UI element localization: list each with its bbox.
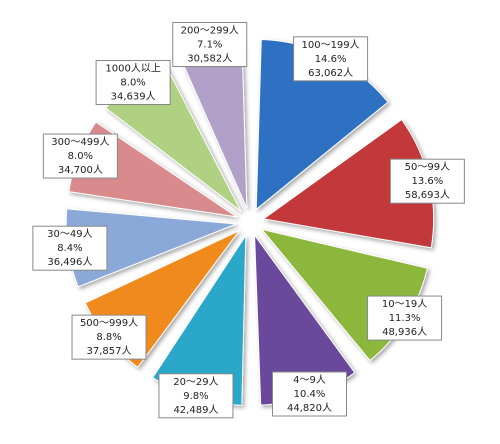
count-label: 37,857人 [87,345,132,357]
category-label: 50～99人 [405,161,450,173]
category-label: 30～49人 [47,228,92,240]
data-label: 4～9人 10.4% 44,820人 [271,371,347,417]
data-label: 50～99人 13.6% 58,693人 [389,158,465,204]
category-label: 200～299人 [181,25,239,37]
label-box [367,295,443,341]
data-label: 200～299人 7.1% 30,582人 [172,22,248,68]
data-label: 100～199人 14.6% 63,062人 [293,36,369,82]
count-label: 42,489人 [173,404,218,416]
count-label: 58,693人 [405,189,450,201]
count-label: 30,582人 [187,53,232,65]
count-label: 48,936人 [382,326,427,338]
data-label: 300～499人 8.0% 34,700人 [42,133,118,179]
category-label: 20～29人 [173,376,218,388]
category-label: 4～9人 [293,374,326,386]
category-label: 300～499人 [51,136,109,148]
percent-label: 8.8% [96,332,121,343]
percent-label: 14.6% [315,54,347,65]
data-label: 30～49人 8.4% 36,496人 [32,225,108,271]
percent-label: 10.4% [294,389,326,400]
percent-label: 7.1% [197,40,222,51]
percent-label: 8.0% [68,151,93,162]
percent-label: 8.0% [120,77,145,88]
label-box [158,373,234,419]
count-label: 34,639人 [111,90,156,102]
label-box [42,133,118,179]
category-label: 500～999人 [80,317,138,329]
category-label: 10～19人 [382,298,427,310]
percent-label: 8.4% [57,243,82,254]
count-label: 63,062人 [308,67,353,79]
label-box [32,225,108,271]
label-box [271,371,347,417]
label-box [71,314,147,360]
percent-label: 9.8% [183,391,208,402]
data-label: 500～999人 8.8% 37,857人 [71,314,147,360]
percent-label: 13.6% [411,176,443,187]
data-label: 1000人以上 8.0% 34,639人 [95,59,171,105]
percent-label: 11.3% [389,313,421,324]
label-box [172,22,248,68]
count-label: 36,496人 [47,256,92,268]
label-box [293,36,369,82]
label-box [95,59,171,105]
count-label: 34,700人 [58,164,103,176]
data-label: 10～19人 11.3% 48,936人 [367,295,443,341]
category-label: 1000人以上 [105,62,160,74]
count-label: 44,820人 [287,402,332,414]
category-label: 100～199人 [301,39,359,51]
data-label: 20～29人 9.8% 42,489人 [158,373,234,419]
label-box [389,158,465,204]
